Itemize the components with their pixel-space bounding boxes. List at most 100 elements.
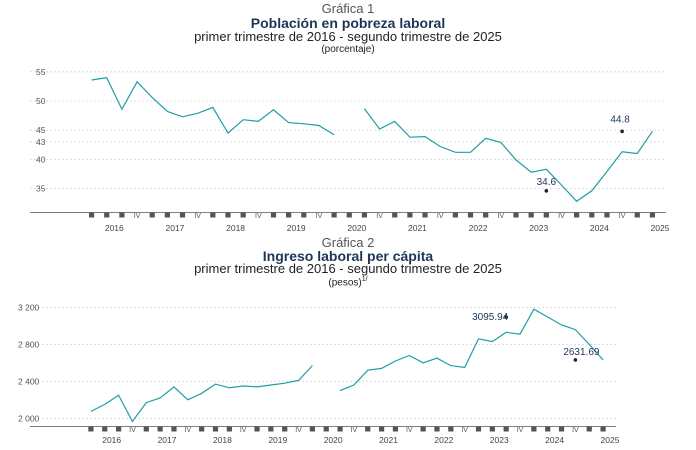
chart2-y-tick-label: 2 000 — [18, 413, 40, 423]
chart2-unit: (pesos)1/ — [0, 276, 696, 289]
chart1-data-label: 34.6 — [537, 177, 557, 188]
chart1-quarter-mark: IV — [194, 213, 201, 220]
chart1-x-year-label: 2022 — [469, 223, 488, 233]
chart2-data-label: 3095.94 — [472, 312, 509, 323]
chart2-quarter-mark: IV — [406, 427, 413, 434]
chart1-quarter-mark — [104, 212, 110, 218]
chart1-quarter-mark — [286, 212, 292, 218]
chart2-data-point — [504, 315, 508, 319]
chart2-subtitle: primer trimestre de 2016 - segundo trime… — [194, 261, 502, 276]
chart2-quarter-mark: IV — [572, 427, 579, 434]
chart2-y-tick-label: 3 200 — [18, 302, 40, 312]
chart2-data-label: 2631.69 — [563, 347, 600, 358]
chart2-x-year-label: 2023 — [490, 435, 509, 445]
chart2-quarter-mark — [88, 426, 94, 432]
chart2-quarter-mark — [379, 426, 385, 432]
chart1-x-year-label: 2023 — [529, 223, 548, 233]
chart1-quarter-mark — [149, 212, 155, 218]
chart2-series-line — [90, 365, 313, 423]
chart1-quarter-mark — [361, 212, 368, 218]
chart2-quarter-mark — [420, 426, 426, 432]
chart2-quarter-mark — [448, 426, 454, 432]
chart2-quarter-mark — [323, 426, 329, 432]
chart2-unit-note: 1/ — [361, 276, 368, 283]
chart1-quarter-mark — [270, 212, 277, 218]
chart2-quarter-mark — [282, 426, 288, 432]
chart1-x-year-label: 2024 — [590, 223, 609, 233]
chart1-y-tick-label: 40 — [36, 154, 46, 164]
chart1-x-year-label: 2019 — [287, 223, 306, 233]
chart2-x-year-label: 2016 — [102, 435, 121, 445]
chart2-quarter-mark — [489, 426, 495, 432]
chart2-series-line — [339, 308, 604, 392]
chart2-x-year-label: 2019 — [268, 435, 287, 445]
chart1-quarter-mark: IV — [316, 213, 323, 220]
chart1-unit: (porcentaje) — [321, 44, 375, 55]
chart1-quarter-mark — [346, 212, 352, 218]
chart1-quarter-mark — [179, 212, 186, 218]
chart1-quarter-mark — [119, 212, 125, 218]
chart1-x-year-label: 2025 — [651, 223, 670, 233]
chart1-quarter-mark — [88, 212, 95, 218]
chart1-quarter-mark — [164, 212, 170, 218]
chart1-quarter-mark: IV — [498, 213, 505, 220]
chart1-x-year-label: 2020 — [347, 223, 366, 233]
chart1-subtitle: primer trimestre de 2016 - segundo trime… — [194, 29, 502, 44]
chart2-quarter-mark: IV — [129, 427, 136, 434]
chart2-quarter-mark — [545, 426, 551, 432]
chart2-quarter-mark — [212, 426, 219, 432]
chart2-quarter-mark — [503, 426, 509, 432]
chart2-quarter-mark — [116, 426, 122, 432]
chart2-x-year-label: 2024 — [545, 435, 564, 445]
chart1-quarter-mark — [240, 212, 246, 218]
chart1-quarter-mark — [513, 212, 519, 218]
chart2-quarter-mark — [199, 426, 205, 432]
chart1-quarter-mark — [392, 212, 398, 218]
chart2-quarter-mark: IV — [517, 427, 524, 434]
chart1-quarter-mark: IV — [437, 213, 444, 220]
chart2-quarter-mark: IV — [240, 427, 247, 434]
chart2-unit-text: (pesos) — [328, 277, 362, 289]
chart1-quarter-mark — [331, 212, 337, 218]
chart2-quarter-mark — [434, 426, 440, 432]
chart1-x-year-label: 2017 — [165, 223, 184, 233]
chart1-data-point — [544, 189, 549, 193]
chart1-y-tick-label: 35 — [36, 184, 46, 194]
chart2-quarter-mark — [600, 426, 606, 432]
chart1-quarter-mark — [407, 212, 413, 218]
chart2-quarter-mark — [337, 426, 343, 432]
chart1-quarter-mark: IV — [376, 213, 383, 220]
chart2-kicker: Gráfica 2 — [321, 235, 375, 250]
chart2-quarter-mark — [531, 426, 537, 432]
chart2-title: Ingreso laboral per cápita — [262, 248, 434, 264]
chart2-x-year-label: 2025 — [601, 435, 620, 445]
chart2-quarter-mark: IV — [461, 427, 468, 434]
chart1-quarter-mark: IV — [619, 213, 626, 220]
chart2-quarter-mark — [157, 426, 163, 432]
chart2-quarter-mark — [143, 426, 149, 432]
chart1-quarter-mark — [589, 212, 595, 218]
chart2-quarter-mark: IV — [185, 427, 192, 434]
chart2-quarter-mark: IV — [295, 427, 302, 434]
chart2-y-tick-label: 2 800 — [18, 339, 40, 349]
chart1-series-line — [363, 108, 653, 203]
chart2-quarter-mark: IV — [351, 427, 358, 434]
chart2-quarter-mark — [171, 426, 177, 432]
chart1-quarter-mark — [483, 212, 489, 218]
chart1-quarter-mark — [422, 212, 428, 218]
chart1-x-year-label: 2018 — [226, 223, 245, 233]
chart1-quarter-mark: IV — [255, 213, 262, 220]
chart1-y-tick-label: 45 — [36, 125, 46, 135]
chart2-quarter-mark — [268, 426, 274, 432]
chart1-series-line — [91, 77, 335, 136]
chart2-quarter-mark — [475, 426, 482, 432]
chart2-y-tick-label: 2 400 — [18, 376, 40, 386]
chart2-quarter-mark — [586, 426, 592, 432]
chart1-quarter-mark: IV — [558, 213, 565, 220]
chart2-quarter-mark — [102, 426, 108, 432]
chart1-data-point — [620, 129, 624, 134]
chart2-quarter-mark — [558, 426, 565, 432]
chart2-quarter-mark — [254, 426, 260, 432]
chart1-x-year-label: 2016 — [105, 223, 124, 233]
